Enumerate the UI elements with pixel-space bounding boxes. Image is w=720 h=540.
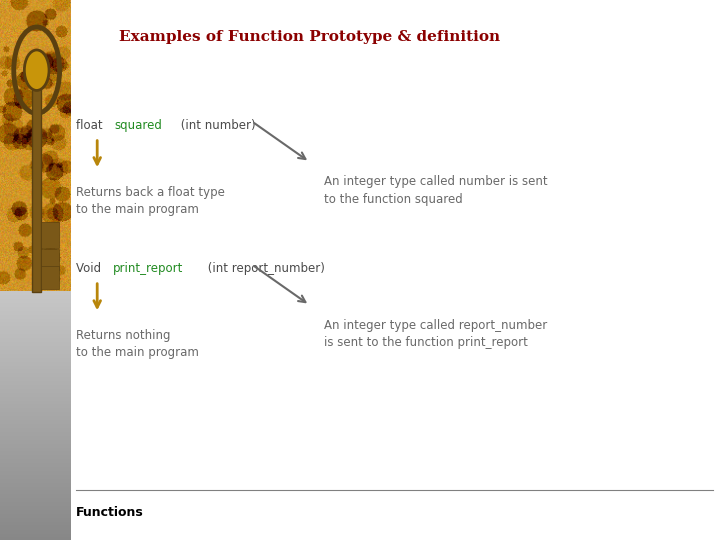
Text: An integer type called report_number
is sent to the function print_report: An integer type called report_number is … <box>324 319 547 349</box>
Text: Examples of Function Prototype & definition: Examples of Function Prototype & definit… <box>119 30 500 44</box>
Text: Returns back a float type
to the main program: Returns back a float type to the main pr… <box>76 186 225 217</box>
Bar <box>32 89 41 292</box>
Ellipse shape <box>24 50 49 90</box>
Text: An integer type called number is sent
to the function squared: An integer type called number is sent to… <box>324 176 548 206</box>
Text: Void: Void <box>76 262 104 275</box>
Bar <box>41 266 58 289</box>
Text: print_report: print_report <box>113 262 183 275</box>
Text: Returns nothing
to the main program: Returns nothing to the main program <box>76 329 199 360</box>
Bar <box>41 222 58 248</box>
Text: squared: squared <box>114 119 163 132</box>
Bar <box>41 249 58 270</box>
Text: (int number): (int number) <box>176 119 255 132</box>
Text: (int report_number): (int report_number) <box>204 262 325 275</box>
Text: float: float <box>76 119 106 132</box>
Text: Functions: Functions <box>76 507 143 519</box>
